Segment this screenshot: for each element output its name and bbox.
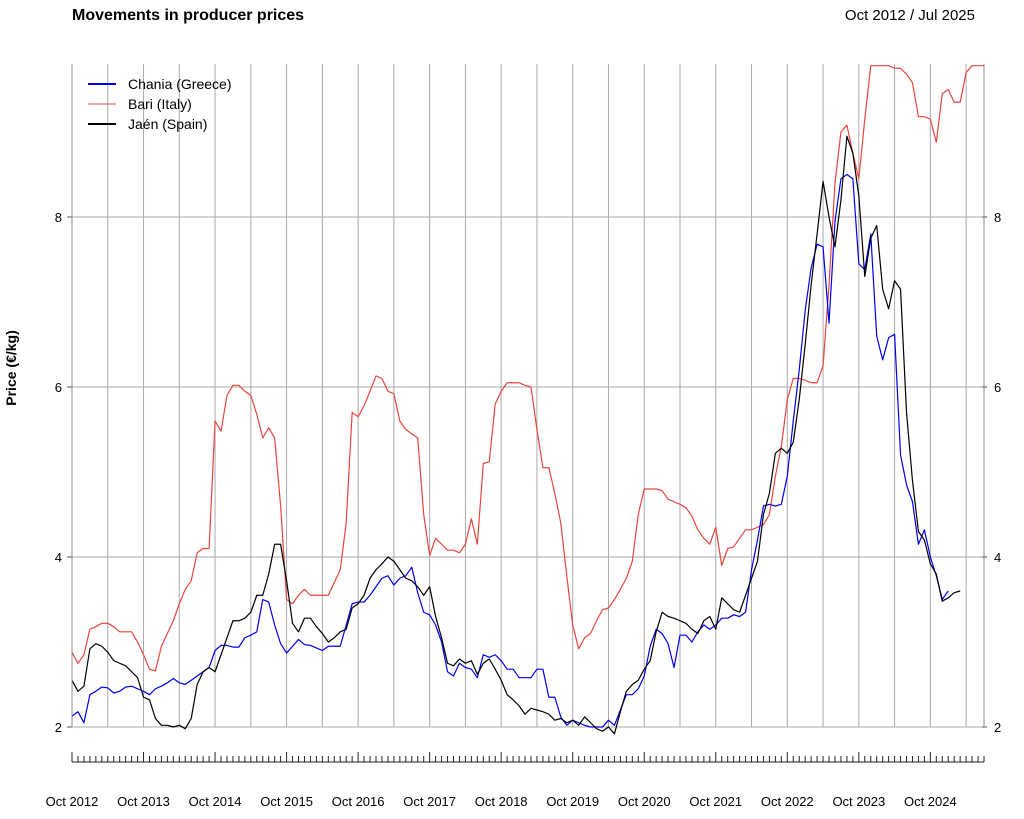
- y-tick-label-left: 8: [55, 210, 62, 225]
- series-lines: [72, 65, 984, 735]
- x-tick-label: Oct 2013: [117, 794, 170, 809]
- legend-label: Bari (Italy): [128, 96, 192, 112]
- grid: [71, 64, 984, 728]
- y-tick-label-right: 6: [994, 380, 1001, 395]
- legend: Chania (Greece) Bari (Italy) Jaén (Spain): [88, 76, 232, 132]
- series-line-ja-n-spain: [72, 135, 961, 735]
- legend-label: Jaén (Spain): [128, 116, 207, 132]
- y-tick-label-left: 6: [55, 380, 62, 395]
- x-tick-label: Oct 2021: [689, 794, 742, 809]
- x-tick-label: Oct 2017: [403, 794, 456, 809]
- y-tick-label-right: 4: [994, 550, 1001, 565]
- y-tick-label-left: 2: [55, 720, 62, 735]
- axes: 2 2 4 4 6 6 8 8 Oct 2012 Oct 2013 Oct 2014 Oct 2015…: [46, 64, 1001, 809]
- chart-title: Movements in producer prices: [72, 7, 304, 24]
- x-tick-label: Oct 2012: [46, 794, 99, 809]
- y-axis-label: Price (€/kg): [3, 330, 19, 405]
- x-tick-label: Oct 2024: [904, 794, 957, 809]
- x-tick-label: Oct 2018: [475, 794, 528, 809]
- chart-period: Oct 2012 / Jul 2025: [845, 7, 975, 24]
- y-tick-label-right: 8: [994, 210, 1001, 225]
- legend-label: Chania (Greece): [128, 76, 232, 92]
- series-line-bari-italy: [72, 65, 984, 672]
- x-tick-label: Oct 2023: [832, 794, 885, 809]
- y-tick-label-right: 2: [994, 720, 1001, 735]
- x-tick-label: Oct 2014: [189, 794, 242, 809]
- series-line-chania-greece: [72, 173, 949, 728]
- x-tick-label: Oct 2019: [546, 794, 599, 809]
- x-tick-label: Oct 2020: [618, 794, 671, 809]
- x-tick-label: Oct 2016: [332, 794, 385, 809]
- x-tick-label: Oct 2015: [260, 794, 313, 809]
- y-tick-label-left: 4: [55, 550, 62, 565]
- x-tick-label: Oct 2022: [761, 794, 814, 809]
